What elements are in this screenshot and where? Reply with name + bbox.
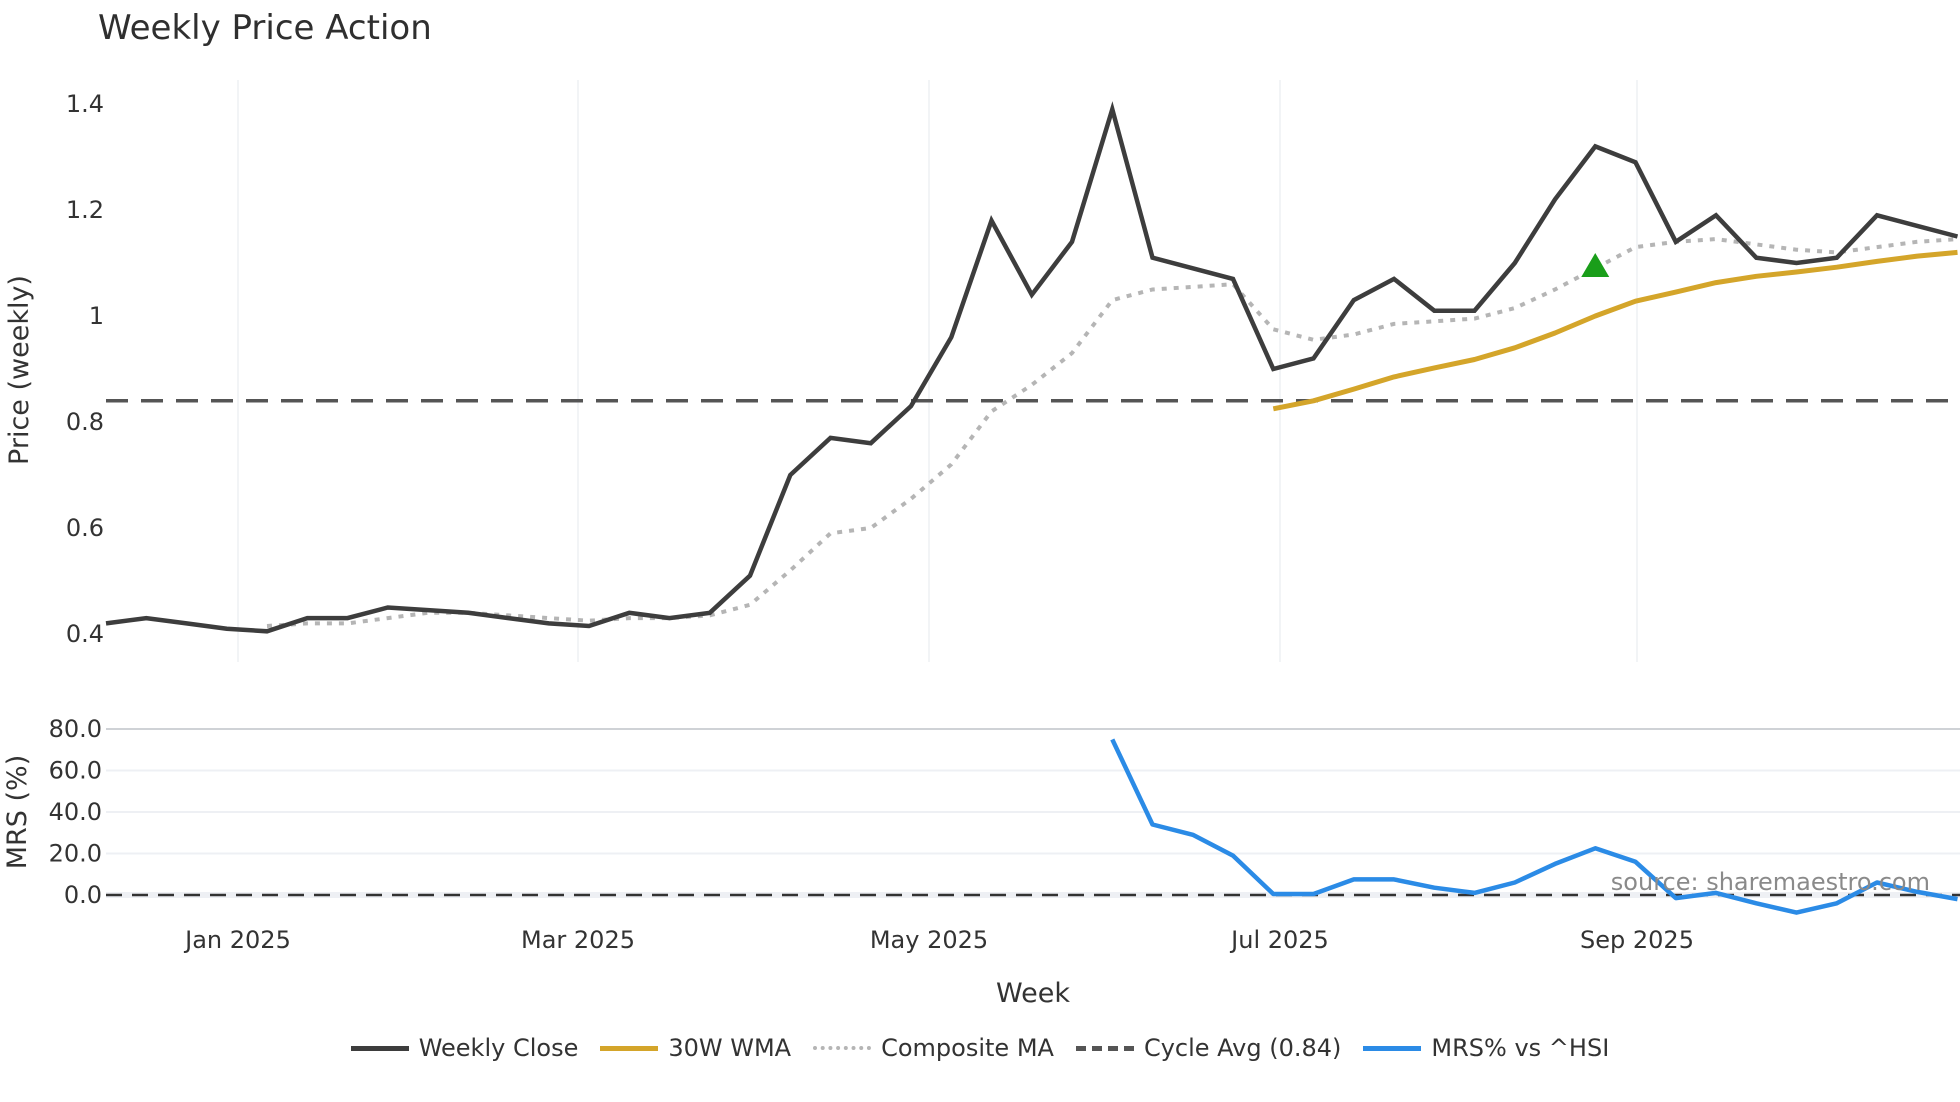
x-tick-label: Sep 2025: [1580, 926, 1694, 954]
mrs-axis-title: MRS (%): [2, 755, 33, 870]
y-tick-label: 1.2: [66, 196, 104, 224]
legend-swatch-icon: [350, 1045, 409, 1051]
y-tick-label: 1: [89, 302, 104, 330]
legend-item[interactable]: Composite MA: [813, 1034, 1054, 1062]
legend-label: MRS% vs ^HSI: [1431, 1034, 1610, 1062]
legend-item[interactable]: Weekly Close: [350, 1034, 579, 1062]
legend-item[interactable]: Cycle Avg (0.84): [1075, 1034, 1342, 1062]
y-axis-title: Price (weekly): [4, 275, 35, 465]
legend-label: Weekly Close: [418, 1034, 579, 1062]
mrs-zero-band: [106, 892, 1960, 898]
y-tick-label: 0.8: [66, 408, 104, 436]
legend-item[interactable]: 30W WMA: [600, 1034, 791, 1062]
mrs-tick-label: 20.0: [49, 840, 102, 868]
source-watermark: source: sharemaestro.com: [1611, 868, 1930, 896]
x-axis-title: Week: [996, 978, 1070, 1009]
x-tick-label: Jul 2025: [1229, 926, 1329, 954]
legend-label: Cycle Avg (0.84): [1143, 1034, 1342, 1062]
y-tick-label: 0.6: [66, 514, 104, 542]
y-tick-label: 0.4: [66, 620, 104, 648]
legend-swatch-icon: [813, 1046, 872, 1050]
buy-signal-triangle-icon: [1581, 253, 1610, 277]
x-tick-label: May 2025: [870, 926, 988, 954]
y-tick-label: 1.4: [66, 90, 104, 118]
mrs-tick-label: 80.0: [49, 715, 102, 743]
legend: Weekly Close 30W WMA Composite MA Cycle Avg…: [0, 1034, 1960, 1062]
mrs-tick-label: 60.0: [49, 757, 102, 785]
chart-canvas: Jan 2025 Mar 2025 May 2025 Jul 2025 Sep 2025…: [2, 80, 1960, 1009]
legend-label: Composite MA: [881, 1034, 1054, 1062]
legend-swatch-icon: [1363, 1045, 1422, 1051]
wma-line: [1272, 249, 1958, 412]
legend-swatch-icon: [600, 1045, 659, 1051]
x-tick-label: Mar 2025: [521, 926, 635, 954]
composite-ma-line: [266, 237, 1958, 628]
mrs-tick-label: 40.0: [49, 798, 102, 826]
chart-title: Weekly Price Action: [98, 8, 432, 48]
x-tick-label: Jan 2025: [183, 926, 291, 954]
legend-item[interactable]: MRS% vs ^HSI: [1363, 1034, 1609, 1062]
legend-swatch-icon: [1075, 1045, 1134, 1051]
mrs-line: [1110, 738, 1958, 915]
legend-label: 30W WMA: [668, 1034, 792, 1062]
weekly-close-line: [105, 101, 1959, 634]
mrs-tick-label: 0.0: [64, 881, 102, 909]
